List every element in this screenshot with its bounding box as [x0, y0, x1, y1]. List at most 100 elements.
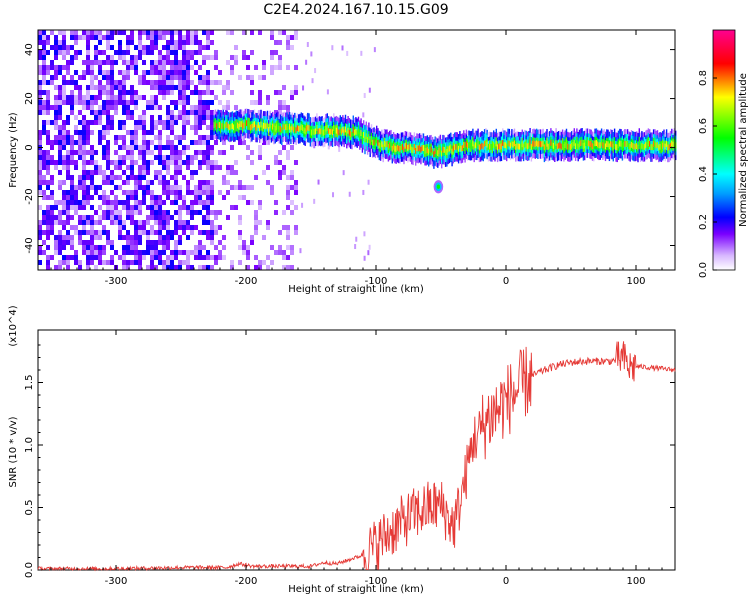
- spectrogram-cell: [54, 135, 58, 140]
- signal-cell: [430, 146, 432, 153]
- spectrogram-cell: [294, 160, 298, 165]
- spectrogram-cell: [150, 45, 154, 50]
- spectrogram-cell: [38, 65, 42, 70]
- spectrogram-cell: [202, 215, 206, 220]
- spectrogram-cell: [286, 175, 290, 180]
- spectrogram-cell: [206, 215, 210, 220]
- x-tick-label: 100: [626, 576, 645, 587]
- spectrogram-cell: [182, 90, 186, 95]
- spectrogram-cell: [178, 95, 182, 100]
- spectrogram-cell: [54, 100, 58, 105]
- spectrogram-cell: [110, 45, 114, 50]
- spectrogram-cell: [230, 30, 234, 35]
- signal-cell: [548, 142, 551, 149]
- signal-cell: [515, 144, 517, 150]
- signal-cell: [561, 141, 564, 148]
- spectrogram-cell: [38, 205, 42, 210]
- spectrogram-cell: [94, 230, 98, 235]
- spectrogram-cell: [282, 265, 286, 270]
- spectrogram-cell: [66, 50, 70, 55]
- signal-cell: [521, 141, 523, 148]
- spectrogram-cell: [38, 140, 42, 145]
- spectrogram-cell: [90, 30, 94, 35]
- signal-cell: [602, 142, 604, 149]
- spectrogram-cell: [238, 215, 242, 220]
- spectrogram-cell: [290, 45, 294, 50]
- signal-cell: [454, 144, 456, 151]
- spectrogram-cell: [114, 150, 118, 155]
- spectrogram-cell: [110, 30, 114, 35]
- spectrogram-cell: [150, 130, 154, 135]
- spectrogram-cell: [122, 260, 126, 265]
- spectrogram-cell: [210, 160, 214, 165]
- spectrogram-cell: [182, 175, 186, 180]
- spectrogram-cell: [118, 145, 122, 150]
- spectrogram-cell: [278, 245, 282, 250]
- signal-cell: [402, 144, 404, 150]
- signal-cell: [365, 133, 367, 140]
- spectrogram-cell: [194, 195, 198, 200]
- spectrogram-cell: [74, 190, 78, 195]
- spectrogram-cell: [270, 35, 274, 40]
- spectrogram-cell: [210, 240, 214, 245]
- spectrogram-cell: [154, 100, 158, 105]
- spectrogram-cell: [158, 75, 162, 80]
- spectrogram-cell: [114, 100, 118, 105]
- signal-cell: [411, 146, 413, 153]
- spectrogram-cell: [66, 220, 70, 225]
- spectrogram-cell: [86, 85, 90, 90]
- spectrogram-cell: [182, 40, 186, 45]
- spectrogram-cell: [58, 65, 62, 70]
- spectrogram-cell: [158, 30, 162, 35]
- signal-cell: [659, 143, 661, 150]
- spectrogram-cell: [166, 90, 170, 95]
- spectrogram-cell: [74, 70, 78, 75]
- spectrogram-cell: [190, 140, 194, 145]
- y-tick-label: -40: [24, 237, 35, 253]
- spectrogram-cell: [98, 195, 102, 200]
- spectrogram-cell: [274, 50, 278, 55]
- spectrogram-cell: [110, 125, 114, 130]
- spectrogram-cell: [46, 165, 50, 170]
- signal-cell: [234, 123, 236, 130]
- spectrogram-cell: [86, 250, 90, 255]
- spectrogram-cell: [146, 265, 150, 270]
- spectrogram-cell: [74, 200, 78, 205]
- spectrogram-cell: [294, 90, 298, 95]
- signal-cell: [595, 140, 598, 147]
- spectrogram-cell: [122, 265, 126, 270]
- spectrogram-cell: [142, 135, 146, 140]
- spectrogram-cell: [114, 205, 118, 210]
- spectrogram-cell: [98, 115, 102, 120]
- colorbar: 0.00.20.40.60.8 Normalized spectral ampl…: [698, 29, 749, 278]
- spectrogram-cell: [102, 155, 106, 160]
- spectrogram-cell: [174, 245, 178, 250]
- spectrogram-cell: [186, 260, 190, 265]
- spectrogram-cell: [38, 85, 42, 90]
- spectrogram-cell: [138, 220, 142, 225]
- spectrogram-cell: [178, 70, 182, 75]
- spectrogram-cell: [150, 260, 154, 265]
- spectrogram-cell: [363, 93, 366, 99]
- spectrogram-cell: [102, 60, 106, 65]
- spectrogram-cell: [58, 45, 62, 50]
- spectrogram-cell: [54, 120, 58, 125]
- signal-cell: [528, 142, 530, 149]
- spectrogram-cell: [178, 190, 182, 195]
- signal-cell: [625, 141, 627, 147]
- spectrogram-cell: [178, 250, 182, 255]
- spectrogram-cell: [110, 65, 114, 70]
- spectrogram-cell: [299, 248, 302, 254]
- signal-cell: [465, 141, 468, 148]
- signal-cell: [443, 146, 445, 153]
- spectrogram-cell: [54, 55, 58, 60]
- spectrogram-cell: [222, 90, 226, 95]
- spectrogram-cell: [82, 175, 86, 180]
- signal-cell: [226, 122, 228, 129]
- spectrogram-cell: [138, 260, 142, 265]
- spectrogram-cell: [190, 225, 194, 230]
- spectrogram-cell: [102, 225, 106, 230]
- spectrogram-cell: [162, 125, 166, 130]
- spectrogram-cell: [142, 250, 146, 255]
- spectrogram-cell: [363, 231, 366, 237]
